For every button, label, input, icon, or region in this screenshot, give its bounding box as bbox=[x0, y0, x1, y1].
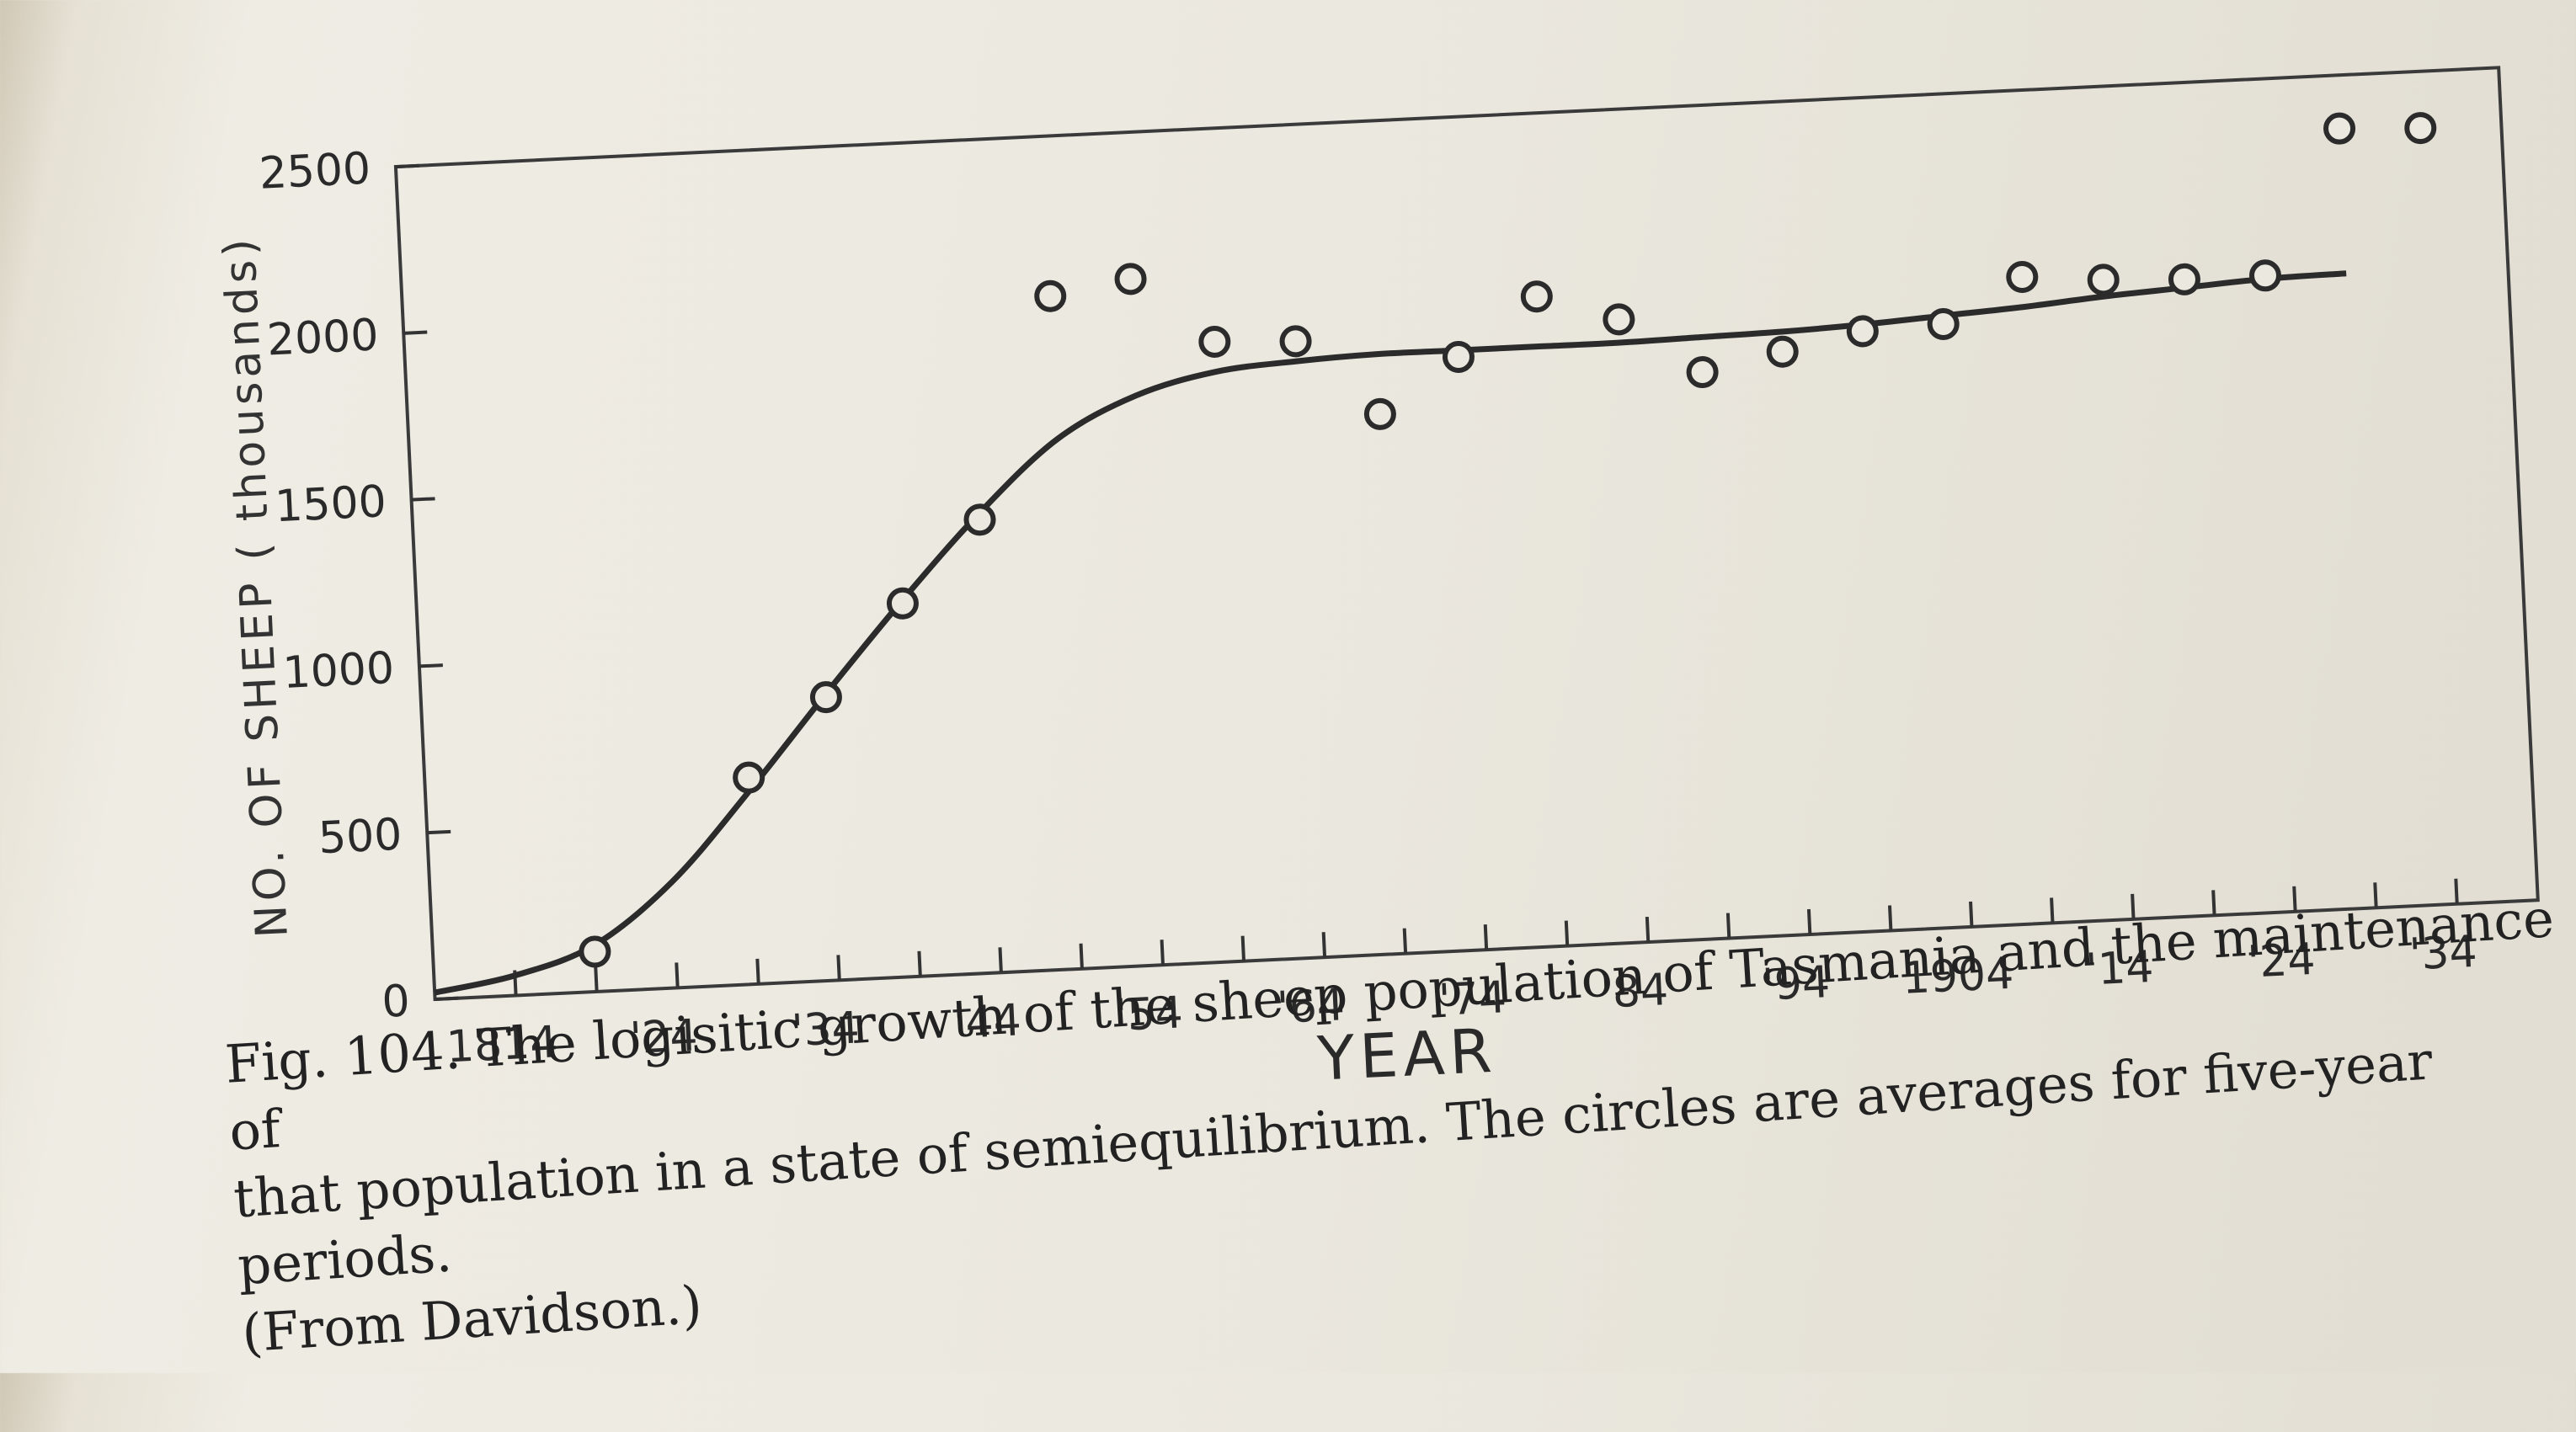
x-tick-label: '24 bbox=[629, 1010, 699, 1064]
data-point bbox=[1034, 279, 1067, 312]
data-point bbox=[1442, 340, 1475, 373]
x-tick-label: '74 bbox=[1437, 972, 1507, 1026]
book-page: 0 500 1000 1500 2000 2500 1814 '24 '34 '44 '54 '64… bbox=[215, 66, 2556, 1364]
y-tick-label: 500 bbox=[317, 810, 403, 865]
x-tick bbox=[1321, 932, 1327, 958]
data-point bbox=[1603, 303, 1635, 336]
data-point bbox=[2249, 259, 2282, 292]
data-point bbox=[733, 761, 765, 794]
x-tick-label: '34 bbox=[2408, 927, 2478, 981]
x-tick bbox=[1160, 940, 1165, 966]
x-tick bbox=[2131, 893, 2136, 919]
data-point bbox=[1114, 263, 1147, 295]
x-tick-label: '44 bbox=[952, 995, 1022, 1049]
x-tick-label: '14 bbox=[2084, 942, 2154, 996]
x-tick-label: '64 bbox=[1276, 980, 1346, 1034]
x-tick-label: '34 bbox=[791, 1003, 861, 1057]
y-tick-label: 1500 bbox=[274, 476, 387, 532]
x-tick bbox=[1725, 913, 1731, 939]
x-tick bbox=[917, 950, 922, 977]
x-tick bbox=[2373, 882, 2378, 908]
data-point bbox=[579, 935, 611, 968]
data-point bbox=[1686, 356, 1719, 389]
x-tick-label: 1814 bbox=[445, 1017, 559, 1073]
y-tick bbox=[427, 829, 451, 835]
x-tick-label: '84 bbox=[1599, 965, 1669, 1019]
y-tick bbox=[395, 163, 419, 169]
data-point bbox=[809, 681, 842, 714]
data-point bbox=[1927, 307, 1960, 340]
x-tick bbox=[836, 955, 841, 981]
data-point bbox=[2006, 261, 2039, 294]
data-point bbox=[1279, 325, 1312, 358]
x-tick bbox=[755, 958, 760, 984]
x-tick bbox=[2050, 897, 2055, 924]
x-tick bbox=[1887, 905, 1893, 931]
x-tick-label: '94 bbox=[1761, 957, 1831, 1011]
data-point bbox=[886, 587, 919, 620]
x-tick bbox=[1240, 935, 1246, 961]
y-tick bbox=[419, 663, 443, 668]
data-point bbox=[2323, 112, 2356, 145]
x-tick-label: '24 bbox=[2247, 934, 2317, 988]
data-point bbox=[1520, 280, 1553, 313]
data-point bbox=[2404, 112, 2437, 145]
x-tick-label: 1904 bbox=[1901, 949, 2014, 1004]
x-tick bbox=[1564, 920, 1570, 946]
y-tick-label: 2500 bbox=[258, 144, 371, 200]
data-point bbox=[963, 503, 996, 536]
x-tick bbox=[1079, 943, 1084, 969]
x-tick bbox=[1645, 916, 1651, 943]
x-tick bbox=[2292, 886, 2297, 912]
y-tick bbox=[411, 497, 435, 502]
data-point bbox=[1198, 325, 1231, 358]
y-tick-label: 1000 bbox=[281, 643, 395, 699]
x-tick bbox=[1806, 908, 1812, 935]
x-tick bbox=[2211, 890, 2216, 916]
data-point bbox=[1363, 397, 1396, 430]
x-tick bbox=[1483, 924, 1489, 950]
plot-border bbox=[393, 66, 2540, 1002]
data-point bbox=[2087, 264, 2120, 296]
data-point bbox=[1846, 315, 1879, 348]
data-point bbox=[1766, 335, 1799, 368]
data-point bbox=[2168, 263, 2200, 295]
y-tick bbox=[435, 996, 459, 1001]
logistic-curve bbox=[434, 270, 2347, 996]
y-tick-label: 0 bbox=[381, 976, 411, 1027]
y-tick-label: 2000 bbox=[266, 310, 380, 365]
x-tick bbox=[675, 962, 680, 988]
x-tick bbox=[594, 966, 599, 993]
x-axis-label: YEAR bbox=[1315, 1015, 1498, 1094]
x-tick-label: '54 bbox=[1114, 987, 1184, 1041]
